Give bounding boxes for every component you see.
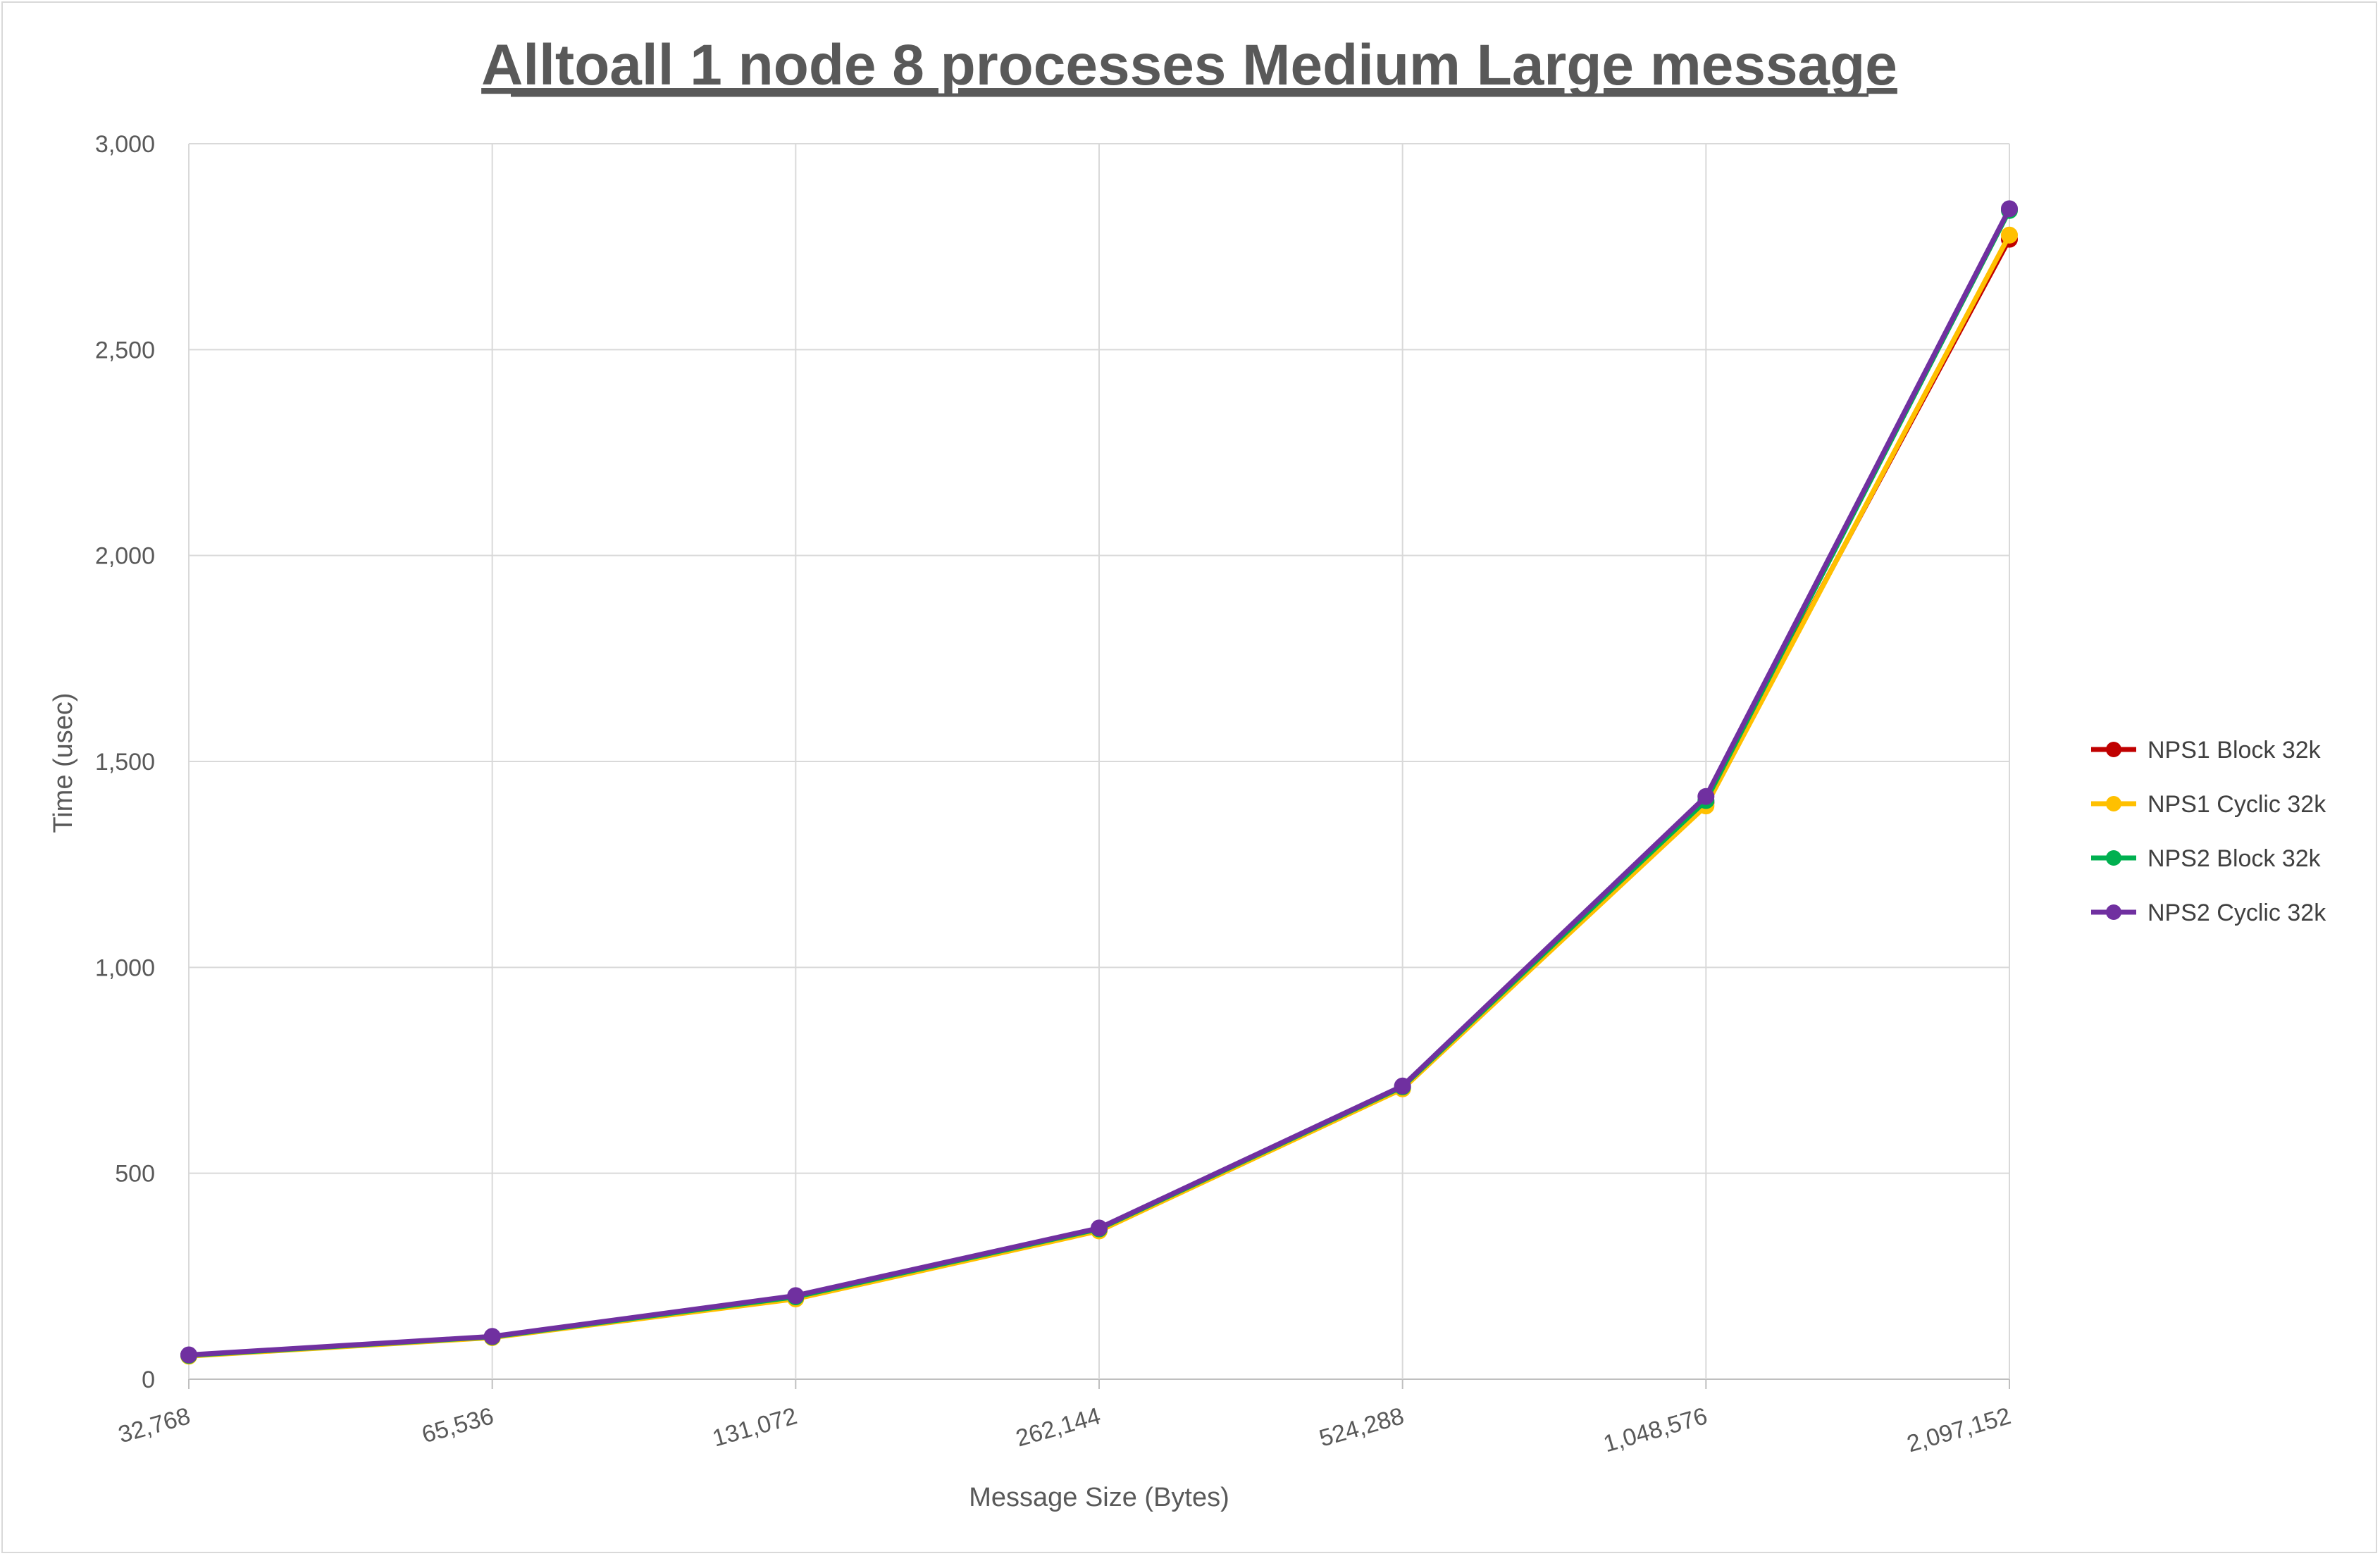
- y-tick-label: 1,500: [95, 749, 155, 776]
- legend-label: NPS2 Cyclic 32k: [2147, 900, 2326, 926]
- y-tick-label: 3,000: [95, 131, 155, 158]
- legend-label: NPS1 Cyclic 32k: [2147, 791, 2326, 818]
- y-tick-label: 0: [142, 1367, 155, 1393]
- x-tick-label: 2,097,152: [1904, 1402, 2014, 1457]
- data-point: [1091, 1219, 1108, 1237]
- y-tick-label: 2,000: [95, 543, 155, 570]
- y-tick-label: 500: [115, 1161, 155, 1188]
- x-tick-label: 262,144: [1013, 1402, 1104, 1452]
- legend-swatch-marker: [2106, 904, 2121, 920]
- data-point: [2001, 200, 2018, 218]
- y-axis-title: Time (usec): [49, 692, 78, 833]
- data-point: [180, 1346, 197, 1364]
- x-tick-label: 131,072: [709, 1402, 800, 1452]
- legend-swatch-marker: [2106, 850, 2121, 866]
- data-point: [1394, 1077, 1411, 1095]
- legend-swatch-marker: [2106, 742, 2121, 757]
- legend-swatch-marker: [2106, 796, 2121, 811]
- x-tick-label: 32,768: [116, 1402, 193, 1448]
- series-lines: [180, 200, 2018, 1365]
- y-axis-ticks: 0 500 1,000 1,500 2,000 2,500 3,000: [95, 131, 155, 1393]
- x-axis-ticks: 32,768 65,536 131,072 262,144 524,288 1,048,5…: [116, 1402, 2014, 1457]
- y-tick-label: 1,000: [95, 954, 155, 981]
- x-tick-label: 1,048,576: [1601, 1402, 1711, 1457]
- legend-label: NPS2 Block 32k: [2147, 845, 2322, 872]
- legend-label: NPS1 Block 32k: [2147, 737, 2322, 764]
- x-tick-label: 65,536: [419, 1402, 496, 1448]
- x-tick-label: 524,288: [1316, 1402, 1407, 1452]
- data-point: [787, 1287, 805, 1305]
- data-point: [483, 1328, 501, 1345]
- y-tick-label: 2,500: [95, 337, 155, 363]
- chart-title: Alltoall 1 node 8 processes Medium Large…: [481, 33, 1897, 97]
- legend: NPS1 Block 32k NPS1 Cyclic 32k NPS2 Block …: [2091, 737, 2326, 926]
- x-axis-title: Message Size (Bytes): [969, 1483, 1229, 1512]
- data-point: [1697, 788, 1715, 805]
- data-point: [2001, 226, 2018, 244]
- gridlines: [188, 143, 2010, 1389]
